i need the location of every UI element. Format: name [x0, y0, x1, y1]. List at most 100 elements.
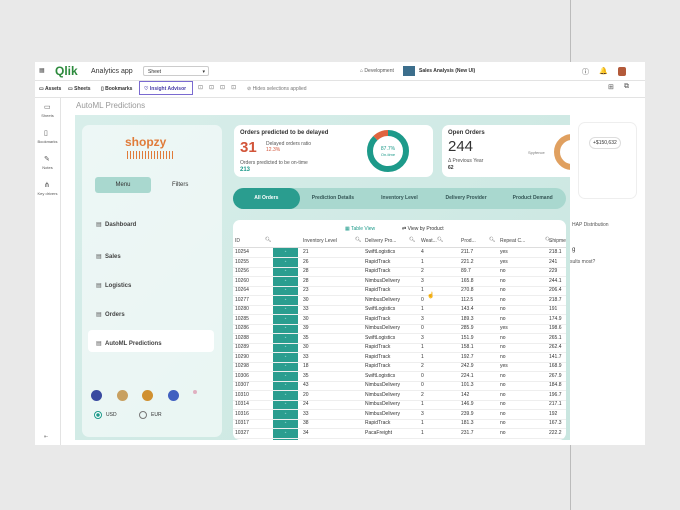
- collapse[interactable]: ⇤: [44, 434, 49, 440]
- table-row[interactable]: ◦ 10289 30 RapidTrack 1 158.1 no 262.4: [233, 343, 566, 353]
- cell: 267.9: [549, 372, 562, 379]
- table-row[interactable]: ◦ 10254 21 SwiftLogistics 4 211.7 yes 218.1: [233, 248, 566, 258]
- column-header[interactable]: Weat...: [421, 238, 437, 244]
- copy-icon[interactable]: ⧉: [624, 83, 629, 90]
- table-row[interactable]: ◦ 10310 20 NimbusDelivery 2 142 no 196.7: [233, 391, 566, 401]
- cell: 206.4: [549, 287, 562, 293]
- nav-item[interactable]: AutoML Predictions: [105, 341, 162, 347]
- sidebar: shopzy Menu Filters ▤ Dashboard ▤ Sales ▤ Log…: [82, 125, 222, 437]
- layout-icon[interactable]: ⊞: [608, 84, 614, 91]
- search-icon[interactable]: 🔍︎: [265, 237, 272, 243]
- sheet-dropdown[interactable]: Sheet ▾: [143, 66, 209, 76]
- tab[interactable]: All Orders: [233, 188, 300, 209]
- nav-icon[interactable]: ▤: [96, 312, 102, 318]
- cell: 270.8: [461, 287, 474, 293]
- search-icon[interactable]: 🔍︎: [437, 237, 444, 243]
- flag[interactable]: [142, 390, 153, 401]
- cell: 143.4: [461, 306, 474, 312]
- nav-icon[interactable]: ▤: [96, 222, 102, 228]
- tab[interactable]: Delivery Provider: [445, 195, 487, 201]
- nav-item[interactable]: Logistics: [105, 283, 132, 289]
- table-row[interactable]: ◦ 10288 35 SwiftLogistics 3 151.9 no 265.1: [233, 334, 566, 344]
- search-icon[interactable]: 🔍︎: [545, 237, 552, 243]
- radio-usd[interactable]: [94, 411, 102, 419]
- cell: 30: [303, 315, 309, 322]
- nav-icon[interactable]: ▤: [96, 283, 102, 289]
- table-row[interactable]: ◦ 10286 39 NimbusDelivery 0 285.9 yes 198.6: [233, 324, 566, 334]
- search-icon[interactable]: 🔍︎: [409, 237, 416, 243]
- flag[interactable]: [193, 390, 197, 394]
- table-row[interactable]: ◦ 10298 18 RapidTrack 2 242.9 yes 168.9: [233, 362, 566, 372]
- search-icon[interactable]: 🔍︎: [489, 237, 496, 243]
- cell: 10317: [235, 420, 249, 426]
- cell: SwiftLogistics: [365, 334, 396, 341]
- nav-item[interactable]: Dashboard: [105, 222, 137, 228]
- table-row[interactable]: ◦ 10264 23 RapidTrack 1 270.8 no 206.4: [233, 286, 566, 296]
- table-row[interactable]: ◦ 10260 28 NimbusDelivery 3 165.8 no 244.1: [233, 277, 566, 287]
- column-header[interactable]: Repeat C...: [500, 238, 526, 244]
- gauge-label: On-time: [381, 152, 396, 157]
- menu-button[interactable]: Menu: [95, 177, 151, 193]
- table-row[interactable]: ◦ 10285 30 RapidTrack 3 189.3 no 174.9: [233, 315, 566, 325]
- tab[interactable]: Inventory Level: [381, 195, 418, 201]
- info-icon[interactable]: ⓘ: [582, 69, 589, 76]
- tab[interactable]: Product Demand: [512, 195, 553, 201]
- view-by-product[interactable]: ⇄ View by Product: [402, 226, 444, 232]
- grid-icon[interactable]: ▦: [39, 68, 45, 74]
- cell: 10289: [235, 344, 249, 350]
- insight-advisor[interactable]: ♡ Insight Advisor: [139, 81, 193, 95]
- column-header[interactable]: ID: [235, 238, 240, 244]
- column-header[interactable]: Inventory Level: [303, 238, 337, 244]
- table-row[interactable]: ◦ 10256 28 RapidTrack 2 89.7 no 229: [233, 267, 566, 277]
- selection-icons[interactable]: ⊡⊡⊡⊡: [198, 85, 243, 91]
- table-row[interactable]: ◦ 10290 33 RapidTrack 1 192.7 no 141.7: [233, 353, 566, 363]
- arc: [554, 134, 570, 170]
- bell-icon[interactable]: 🔔: [599, 68, 608, 75]
- filters-button[interactable]: Filters: [172, 182, 189, 188]
- radio-eur[interactable]: [139, 411, 147, 419]
- cell: SwiftLogistics: [365, 372, 396, 379]
- cell: 33: [303, 306, 309, 312]
- cell: 181.3: [461, 420, 474, 426]
- cell: 28: [303, 268, 309, 274]
- cell: 39: [303, 325, 309, 331]
- tab[interactable]: Prediction Details: [311, 195, 354, 201]
- rail-icon[interactable]: ⋔: [44, 182, 50, 189]
- cell: no: [500, 277, 506, 284]
- bookmarks[interactable]: ▯ Bookmarks: [101, 86, 133, 92]
- doc-name[interactable]: Sales Analysis (New UI): [419, 68, 476, 74]
- cell: 158.1: [461, 344, 474, 350]
- assets[interactable]: ▭ Assets: [39, 86, 62, 92]
- table-row[interactable]: ◦ 10316 33 NimbusDelivery 3 239.9 no 192: [233, 410, 566, 420]
- sheets[interactable]: ▭ Sheets: [68, 86, 91, 92]
- column-header[interactable]: Prod...: [461, 238, 476, 244]
- table-row[interactable]: ◦ 10255 26 RapidTrack 1 221.2 yes 241: [233, 258, 566, 268]
- avatar[interactable]: [618, 67, 626, 76]
- table-row[interactable]: ◦ 10306 35 SwiftLogistics 0 224.1 no 267.9: [233, 372, 566, 382]
- cell: 224.1: [461, 372, 474, 379]
- nav-item[interactable]: Orders: [105, 312, 125, 318]
- table-row[interactable]: ◦ 10307 43 NimbusDelivery 0 101.3 no 184.8: [233, 381, 566, 391]
- flag[interactable]: [116, 390, 128, 401]
- table-row[interactable]: ◦ 10327 34 PacaFreight 1 231.7 no 222.2: [233, 429, 566, 439]
- rail-icon[interactable]: ▯: [44, 130, 48, 137]
- column-header[interactable]: Shipme...: [549, 238, 566, 244]
- rail-icon[interactable]: ▭: [44, 104, 51, 111]
- nav-icon[interactable]: ▤: [96, 341, 102, 347]
- cell: NimbusDelivery: [365, 325, 401, 331]
- table-row[interactable]: ◦ 10280 33 SwiftLogistics 1 143.4 no 191: [233, 305, 566, 315]
- table-row[interactable]: ◦ 10277 30 NimbusDelivery 0 112.5 no 218.7: [233, 296, 566, 306]
- rail-icon[interactable]: ✎: [44, 156, 50, 163]
- column-header[interactable]: Delivery Pro...: [365, 238, 397, 244]
- search-icon[interactable]: 🔍︎: [355, 237, 362, 243]
- table-view[interactable]: ▦ Table View: [345, 226, 376, 232]
- nav-icon[interactable]: ▤: [96, 254, 102, 260]
- flag[interactable]: [91, 390, 102, 401]
- gauge-value: 87.7%: [381, 146, 396, 152]
- nav-item[interactable]: Sales: [105, 254, 121, 260]
- table-row[interactable]: ◦ 10314 24 NimbusDelivery 1 146.9 no 217.1: [233, 400, 566, 410]
- table-row[interactable]: ◦ 10317 38 RapidTrack 1 181.3 no 167.3: [233, 419, 566, 429]
- dashboard: shopzy Menu Filters ▤ Dashboard ▤ Sales ▤ Log…: [75, 115, 582, 440]
- flag[interactable]: [167, 390, 179, 401]
- cell: yes: [500, 258, 508, 265]
